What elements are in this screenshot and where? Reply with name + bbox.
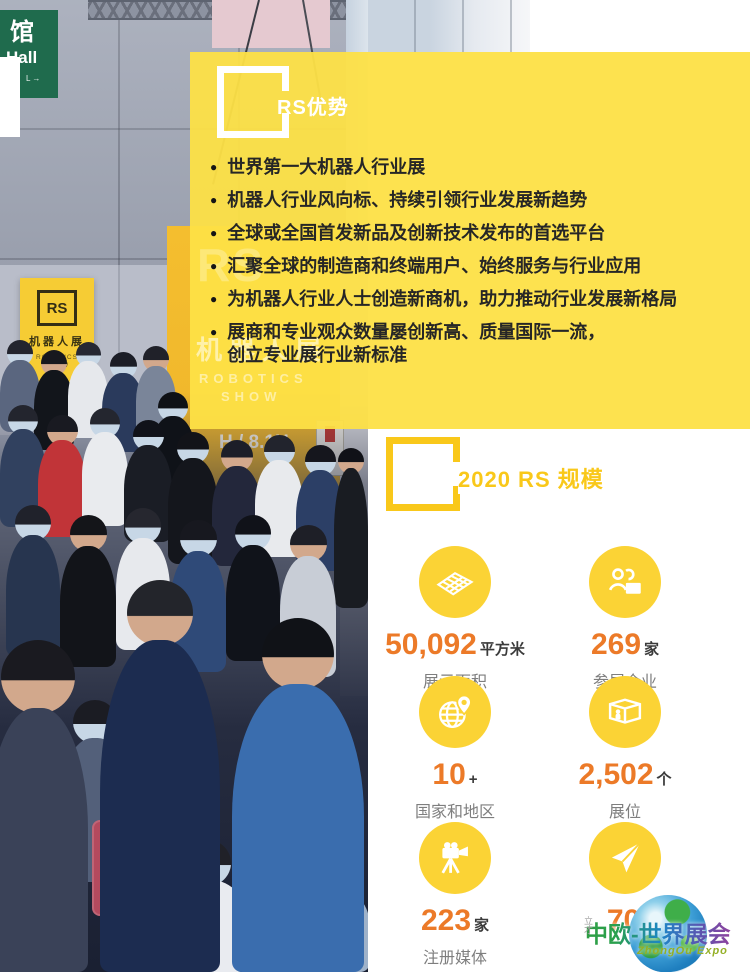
stat-unit: 个 bbox=[656, 771, 672, 788]
send-arrow-icon bbox=[611, 842, 641, 873]
advantages-panel: RS 机器人展 ROBOTICS SHOW RS优势 ● 世界第一大机器人行业展 … bbox=[190, 52, 750, 429]
list-item: ● 全球或全国首发新品及创新技术发布的首选平台 bbox=[210, 222, 735, 245]
stat-unit: 家 bbox=[474, 917, 490, 934]
bullet-dot-icon: ● bbox=[210, 325, 218, 339]
expo-logo-cn: 中欧-世界展会 bbox=[585, 915, 750, 949]
pillar-ghost-cn: 机器人展 bbox=[196, 335, 329, 365]
stat-value: 50,092 bbox=[385, 628, 477, 661]
bullet-text: 全球或全国首发新品及创新技术发布的首选平台 bbox=[227, 223, 606, 243]
list-item: ● 世界第一大机器人行业展 bbox=[210, 156, 735, 179]
pillar-ghost-logo: RS bbox=[197, 239, 265, 291]
floor-grid-icon bbox=[436, 572, 474, 596]
person-figure bbox=[0, 640, 88, 972]
rs-banner-logo: RS bbox=[37, 290, 77, 326]
pillar-ghost-en2: SHOW bbox=[221, 389, 282, 404]
globe-icon bbox=[629, 895, 707, 972]
advantages-list: ● 世界第一大机器人行业展 ● 机器人行业风向标、持续引领行业发展新趋势 ● 全球或全… bbox=[210, 156, 735, 377]
stat-countries: 10 + 国家和地区 bbox=[375, 676, 535, 822]
bullet-dot-icon: ● bbox=[210, 292, 218, 306]
bullet-dot-icon: ● bbox=[210, 160, 218, 174]
title-square-icon bbox=[217, 66, 289, 138]
stat-circle bbox=[589, 822, 661, 894]
scale-title: 2020 RS 规模 bbox=[458, 462, 610, 494]
expo-logo-en: ZhongOu Expo bbox=[637, 945, 728, 957]
pillar-ghost-en1: ROBOTICS bbox=[199, 371, 308, 386]
zhongou-expo-logo: 中欧-世界展会 ZhongOu Expo bbox=[585, 893, 750, 972]
person-figure bbox=[100, 580, 220, 972]
white-corner-block bbox=[0, 57, 20, 137]
stat-value: 269 bbox=[590, 628, 642, 661]
stat-value: 2,502 bbox=[578, 758, 654, 791]
scale-square-icon bbox=[386, 437, 460, 511]
list-item: ● 展商和专业观众数量屡创新高、质量国际一流， 创立专业展行业新标准 bbox=[210, 321, 735, 367]
bullet-text: 为机器人行业人士创造新商机，助力推动行业发展新格局 bbox=[227, 289, 678, 309]
watermark-text: 立 才 bbox=[584, 916, 594, 935]
stat-unit: 平方米 bbox=[479, 641, 525, 658]
media-camera-icon bbox=[441, 842, 468, 874]
bullet-text: 汇聚全球的制造商和终端用户、始终服务与行业应用 bbox=[227, 256, 642, 276]
stat-circle bbox=[419, 822, 491, 894]
hall-sign-cn: 馆 bbox=[10, 19, 34, 46]
stat-value: 10 bbox=[432, 758, 466, 791]
person-figure bbox=[6, 505, 60, 657]
stat-circle bbox=[419, 546, 491, 618]
stat-label: 国家和地区 bbox=[414, 804, 495, 821]
stat-label: 注册媒体 bbox=[422, 950, 487, 967]
stat-media: 223 家 注册媒体 bbox=[375, 822, 535, 968]
photo-top-strip bbox=[368, 0, 530, 52]
bullet-text: 展商和专业观众数量屡创新高、质量国际一流， 创立专业展行业新标准 bbox=[227, 322, 606, 365]
list-item: ● 机器人行业风向标、持续引领行业发展新趋势 bbox=[210, 189, 735, 212]
stat-value: 223 bbox=[420, 904, 472, 937]
bullet-text: 机器人行业风向标、持续引领行业发展新趋势 bbox=[227, 190, 588, 210]
exhibitors-icon bbox=[608, 568, 641, 594]
bullet-dot-icon: ● bbox=[210, 193, 218, 207]
stat-unit: + bbox=[468, 771, 478, 788]
booth-icon bbox=[608, 698, 642, 724]
stat-label: 展位 bbox=[608, 804, 641, 821]
list-item: ● 汇聚全球的制造商和终端用户、始终服务与行业应用 bbox=[210, 255, 735, 278]
hall-sign-arrow: L → bbox=[26, 74, 41, 83]
person-figure bbox=[232, 618, 364, 972]
advantages-title: RS优势 bbox=[277, 97, 349, 119]
stat-circle bbox=[589, 676, 661, 748]
bullet-dot-icon: ● bbox=[210, 259, 218, 273]
stat-unit: 家 bbox=[644, 641, 660, 658]
person-figure bbox=[334, 448, 368, 608]
bullet-text: 世界第一大机器人行业展 bbox=[227, 157, 426, 177]
globe-pin-icon bbox=[438, 694, 472, 729]
stat-circle bbox=[419, 676, 491, 748]
list-item: ● 为机器人行业人士创造新商机，助力推动行业发展新格局 bbox=[210, 288, 735, 311]
bullet-dot-icon: ● bbox=[210, 226, 218, 240]
stat-circle bbox=[589, 546, 661, 618]
pink-wall-patch bbox=[212, 0, 330, 48]
stat-booths: 2,502 个 展位 bbox=[545, 676, 705, 822]
